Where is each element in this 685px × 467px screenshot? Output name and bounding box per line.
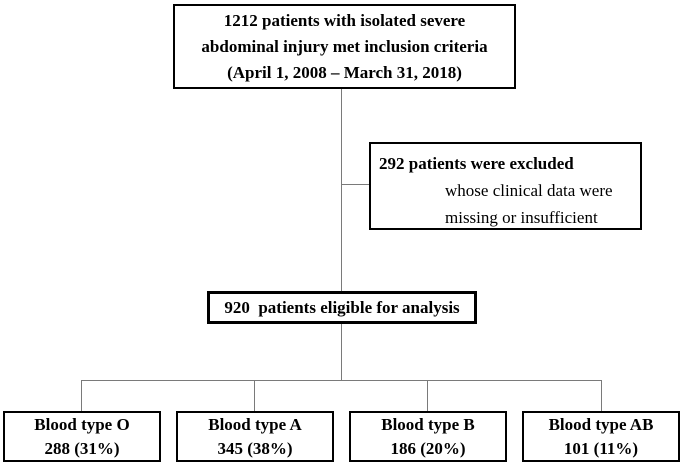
blood-type-o-box: Blood type O 288 (31%) bbox=[3, 411, 161, 462]
inclusion-line-3: (April 1, 2008 – March 31, 2018) bbox=[227, 62, 462, 82]
blood-type-ab-value: 101 (11%) bbox=[563, 438, 639, 458]
excluded-detail-1: whose clinical data were bbox=[445, 181, 613, 200]
eligible-label: 920 patients eligible for analysis bbox=[224, 297, 460, 317]
inclusion-line-2: abdominal injury met inclusion criteria bbox=[201, 36, 488, 56]
inclusion-line-1: 1212 patients with isolated severe bbox=[223, 10, 466, 30]
blood-type-o-value: 288 (31%) bbox=[44, 438, 120, 458]
blood-type-o-label: Blood type O bbox=[34, 414, 130, 434]
blood-type-a-label: Blood type A bbox=[208, 414, 302, 434]
connector-inclusion-to-eligible bbox=[341, 89, 342, 291]
eligible-box: 920 patients eligible for analysis bbox=[207, 291, 477, 324]
blood-type-b-label: Blood type B bbox=[381, 414, 475, 434]
inclusion-box: 1212 patients with isolated severe abdom… bbox=[173, 4, 516, 89]
connector-to-excluded bbox=[342, 184, 369, 185]
blood-type-ab-label: Blood type AB bbox=[548, 414, 654, 434]
excluded-title: 292 patients were excluded bbox=[379, 154, 574, 173]
branch-line bbox=[81, 380, 602, 381]
blood-type-b-value: 186 (20%) bbox=[390, 438, 466, 458]
blood-type-a-box: Blood type A 345 (38%) bbox=[176, 411, 334, 462]
excluded-detail-2: missing or insufficient bbox=[445, 208, 598, 227]
excluded-box: 292 patients were excluded whose clinica… bbox=[369, 142, 642, 230]
stub-blood-type-b bbox=[427, 380, 428, 411]
blood-type-a-value: 345 (38%) bbox=[217, 438, 293, 458]
blood-type-ab-box: Blood type AB 101 (11%) bbox=[522, 411, 680, 462]
stub-blood-type-a bbox=[254, 380, 255, 411]
stub-blood-type-ab bbox=[601, 380, 602, 411]
stub-blood-type-o bbox=[81, 380, 82, 411]
blood-type-b-box: Blood type B 186 (20%) bbox=[349, 411, 507, 462]
connector-eligible-to-branch bbox=[341, 324, 342, 381]
